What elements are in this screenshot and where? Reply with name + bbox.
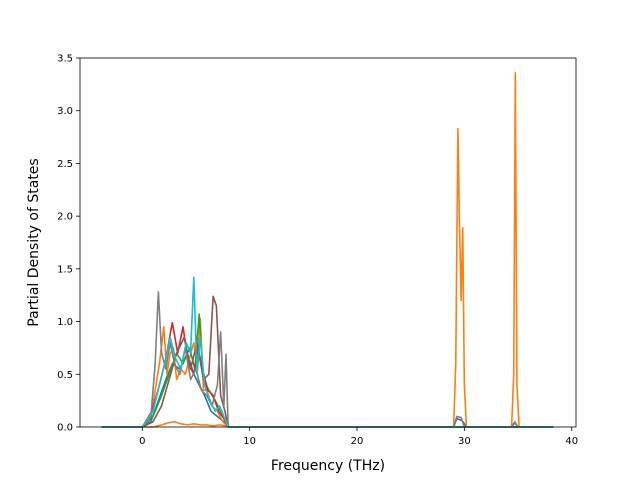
y-tick-label: 0.5 bbox=[57, 370, 73, 381]
x-axis-label: Frequency (THz) bbox=[271, 458, 385, 474]
y-tick-label: 2.5 bbox=[57, 159, 73, 170]
x-tick-label: 10 bbox=[243, 436, 256, 447]
y-tick-label: 2.0 bbox=[57, 212, 73, 223]
series-layer bbox=[101, 71, 554, 428]
x-tick-label: 40 bbox=[565, 436, 578, 447]
x-tick-label: 20 bbox=[351, 436, 364, 447]
y-axis-label: Partial Density of States bbox=[26, 158, 42, 326]
y-axis: 0.0 0.5 1.0 1.5 2.0 2.5 3.0 3.5 bbox=[57, 54, 80, 434]
x-tick-label: 30 bbox=[458, 436, 471, 447]
y-tick-label: 1.0 bbox=[57, 317, 73, 328]
series-line-7 bbox=[101, 291, 554, 428]
y-tick-label: 3.5 bbox=[57, 54, 73, 65]
y-tick-label: 3.0 bbox=[57, 106, 73, 117]
x-tick-label: 0 bbox=[139, 436, 145, 447]
x-axis: 0 10 20 30 40 bbox=[139, 427, 578, 447]
series-line-3 bbox=[101, 420, 554, 428]
plot-frame bbox=[79, 57, 577, 428]
series-line-6 bbox=[101, 295, 554, 428]
y-tick-label: 0.0 bbox=[57, 423, 73, 434]
y-tick-label: 1.5 bbox=[57, 264, 73, 275]
series-line-8 bbox=[101, 276, 554, 428]
